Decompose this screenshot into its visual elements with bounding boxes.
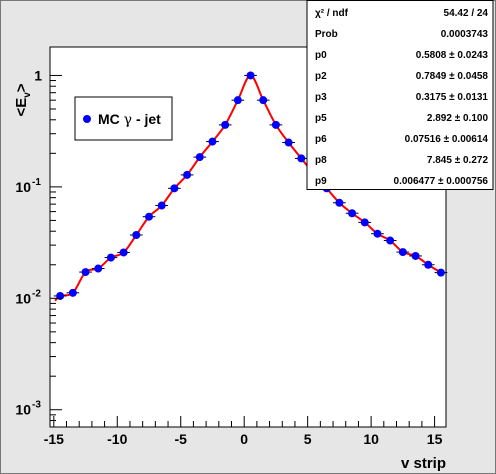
data-point xyxy=(436,268,445,277)
data-point xyxy=(183,170,192,179)
legend: MC γ - jet xyxy=(74,96,173,141)
stats-value: 0.07516 ± 0.00614 xyxy=(405,134,489,145)
data-point xyxy=(132,230,141,239)
stats-value: 54.42 / 24 xyxy=(444,8,489,19)
x-tick-label: 5 xyxy=(304,431,312,447)
data-point xyxy=(246,71,255,80)
y-axis-label-sub: v xyxy=(22,92,33,98)
stats-label: p2 xyxy=(315,71,327,82)
data-point xyxy=(373,229,382,238)
x-axis-label: v strip xyxy=(401,455,446,472)
data-point xyxy=(233,96,242,105)
data-point xyxy=(145,212,153,221)
y-tick-label: 10 xyxy=(15,290,31,306)
y-tick-exponent: -2 xyxy=(32,288,41,299)
stats-value: 2.892 ± 0.100 xyxy=(427,113,489,124)
data-point xyxy=(170,184,179,193)
data-point xyxy=(424,260,433,269)
data-point xyxy=(259,96,268,105)
y-tick-label: 1 xyxy=(34,67,42,83)
data-point xyxy=(398,248,407,257)
legend-prefix: MC xyxy=(98,111,120,127)
data-point xyxy=(297,154,306,163)
data-point xyxy=(360,218,369,227)
y-tick-exponent: -3 xyxy=(32,400,41,411)
y-tick-label: 10 xyxy=(15,402,31,418)
y-axis-label: <Ev> xyxy=(13,83,33,116)
fit-stats-box: χ² / ndf 54.42 / 24 Prob 0.0003743 p0 0.5808 … xyxy=(306,0,494,190)
data-point xyxy=(106,253,115,262)
legend-marker xyxy=(83,115,91,123)
data-point xyxy=(68,288,77,297)
stats-value: 7.845 ± 0.272 xyxy=(427,155,489,166)
x-tick-label: 15 xyxy=(427,431,443,447)
stats-value: 0.7849 ± 0.0458 xyxy=(416,71,489,82)
stats-label: p3 xyxy=(315,92,327,103)
data-point xyxy=(81,268,90,277)
legend-box xyxy=(74,96,173,141)
data-point xyxy=(411,251,420,260)
data-point xyxy=(195,153,204,162)
stats-value: 0.5808 ± 0.0243 xyxy=(416,50,489,61)
data-point xyxy=(208,137,217,146)
data-point xyxy=(221,120,230,129)
stats-value: 0.006477 ± 0.000756 xyxy=(394,176,489,187)
stats-value: 0.0003743 xyxy=(441,29,489,40)
data-point xyxy=(348,209,357,218)
x-tick-label: 0 xyxy=(240,431,248,447)
y-tick-exponent: -1 xyxy=(32,177,41,188)
stats-label: p9 xyxy=(315,176,327,187)
x-tick-label: -10 xyxy=(107,431,127,447)
x-tick-label: 10 xyxy=(363,431,379,447)
data-point xyxy=(271,120,280,129)
data-point xyxy=(284,138,293,147)
legend-symbol: γ xyxy=(124,112,132,128)
stats-value: 0.3175 ± 0.0131 xyxy=(416,92,489,103)
data-point xyxy=(119,248,128,257)
stats-label: p8 xyxy=(315,155,327,166)
data-points-layer xyxy=(53,71,448,300)
y-tick-label: 10 xyxy=(15,179,31,195)
data-point xyxy=(386,236,395,245)
data-point xyxy=(335,198,344,207)
stats-label: Prob xyxy=(315,29,338,40)
y-axis-label-close: > xyxy=(13,83,30,92)
y-axis-label-base: <E xyxy=(13,98,30,117)
stats-label: χ² / ndf xyxy=(315,8,349,19)
x-tick-label: -5 xyxy=(175,431,188,447)
stats-box-frame xyxy=(306,0,494,190)
stats-label: p0 xyxy=(315,50,327,61)
x-tick-label: -15 xyxy=(44,431,64,447)
stats-label: p5 xyxy=(315,113,327,124)
data-point xyxy=(157,201,166,210)
stats-label: p6 xyxy=(315,134,327,145)
legend-suffix: - jet xyxy=(136,111,161,127)
legend-entry-mc-gamma-jet: MC γ - jet xyxy=(98,111,161,128)
data-point xyxy=(94,264,103,273)
